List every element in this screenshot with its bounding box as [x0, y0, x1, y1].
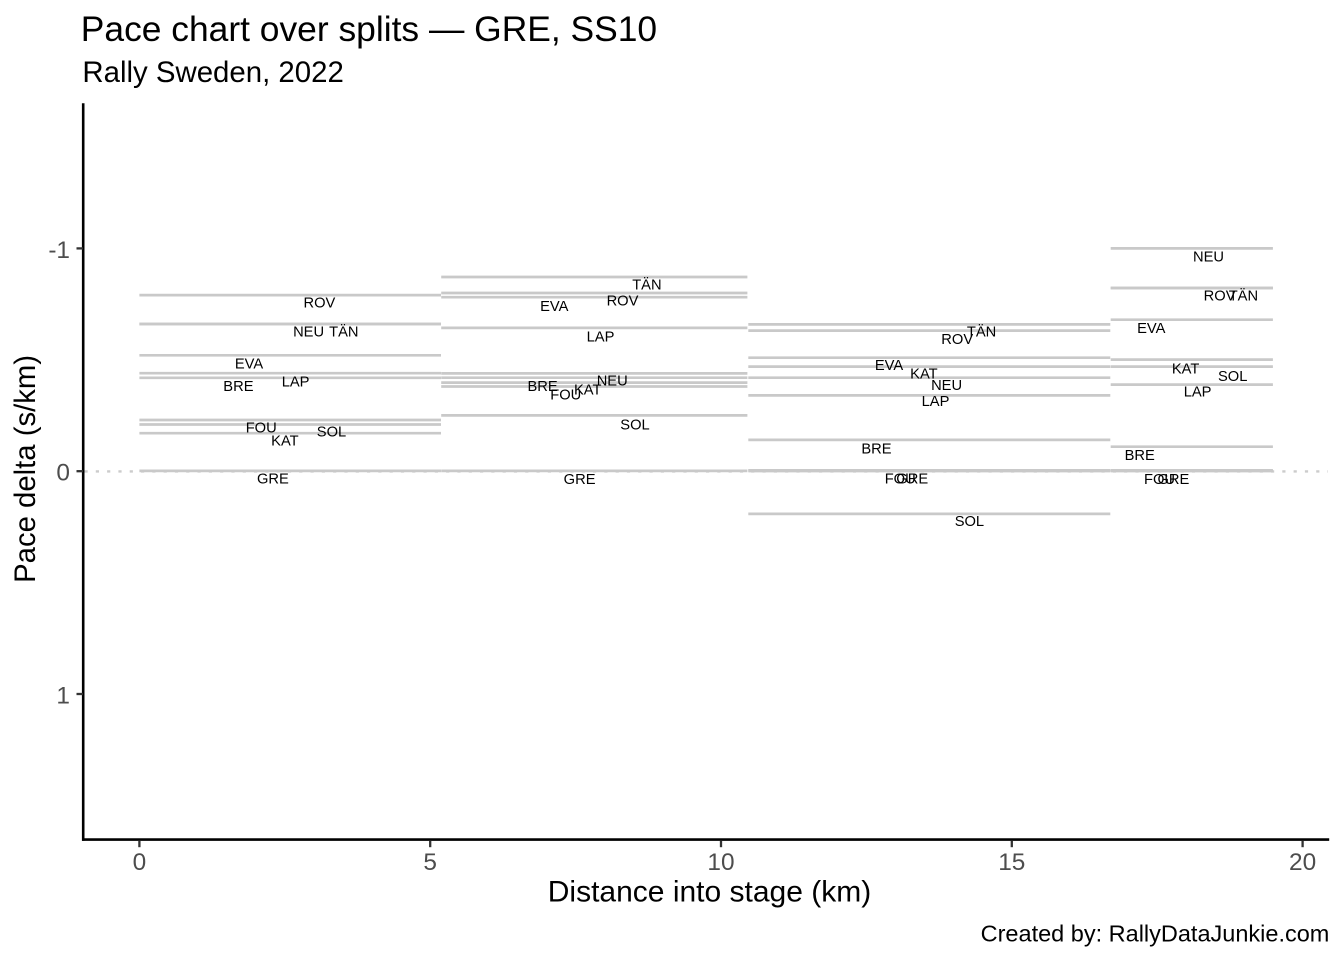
svg-text:GRE: GRE [1157, 472, 1189, 488]
svg-text:SOL: SOL [317, 425, 346, 441]
svg-text:5: 5 [423, 849, 437, 876]
svg-text:EVA: EVA [540, 299, 569, 315]
svg-text:TÄN: TÄN [1229, 287, 1258, 304]
svg-text:ROV: ROV [607, 293, 639, 309]
svg-text:GRE: GRE [257, 472, 289, 488]
svg-text:ROV: ROV [303, 296, 335, 312]
svg-text:0: 0 [133, 849, 147, 876]
svg-text:FOU: FOU [550, 388, 581, 404]
svg-text:NEU: NEU [1193, 250, 1224, 266]
svg-text:EVA: EVA [235, 357, 264, 373]
svg-text:-1: -1 [48, 237, 70, 264]
svg-text:LAP: LAP [587, 329, 615, 345]
svg-text:10: 10 [707, 849, 734, 876]
svg-text:BRE: BRE [861, 441, 891, 457]
svg-text:KAT: KAT [271, 434, 299, 450]
svg-text:TÄN: TÄN [329, 323, 358, 340]
svg-text:BRE: BRE [1125, 448, 1155, 464]
svg-text:SOL: SOL [1218, 369, 1247, 385]
svg-text:KAT: KAT [910, 367, 938, 383]
svg-text:GRE: GRE [564, 472, 596, 488]
svg-text:NEU: NEU [931, 378, 962, 394]
svg-text:KAT: KAT [1172, 362, 1200, 378]
svg-text:Rally Sweden, 2022: Rally Sweden, 2022 [82, 56, 343, 89]
svg-text:15: 15 [998, 849, 1025, 876]
svg-text:Distance into stage (km): Distance into stage (km) [548, 876, 871, 909]
svg-text:ROV: ROV [941, 332, 973, 348]
svg-text:Pace chart over splits — GRE,: Pace chart over splits — GRE, SS10 [81, 9, 657, 49]
svg-text:NEU: NEU [293, 324, 324, 340]
svg-text:Pace delta (s/km): Pace delta (s/km) [9, 355, 42, 583]
svg-text:EVA: EVA [1137, 321, 1166, 337]
svg-text:0: 0 [56, 460, 70, 487]
svg-text:FOU: FOU [885, 471, 916, 487]
svg-text:FOU: FOU [1144, 472, 1175, 488]
svg-text:GRE: GRE [896, 471, 928, 487]
svg-text:SOL: SOL [955, 514, 984, 530]
svg-text:LAP: LAP [922, 394, 950, 410]
svg-text:KAT: KAT [574, 382, 602, 398]
svg-text:EVA: EVA [875, 358, 904, 374]
svg-text:BRE: BRE [527, 379, 557, 395]
svg-text:SOL: SOL [620, 417, 649, 433]
svg-text:NEU: NEU [597, 373, 628, 389]
svg-text:LAP: LAP [1184, 385, 1212, 401]
svg-text:TÄN: TÄN [632, 277, 661, 294]
svg-text:ROV: ROV [1204, 288, 1236, 304]
svg-text:BRE: BRE [223, 379, 253, 395]
svg-text:Created by: RallyDataJunkie.co: Created by: RallyDataJunkie.com [981, 920, 1330, 946]
svg-text:LAP: LAP [282, 374, 310, 390]
svg-text:1: 1 [56, 682, 70, 709]
svg-text:TÄN: TÄN [967, 324, 996, 341]
svg-text:FOU: FOU [246, 420, 277, 436]
svg-text:20: 20 [1289, 849, 1316, 876]
